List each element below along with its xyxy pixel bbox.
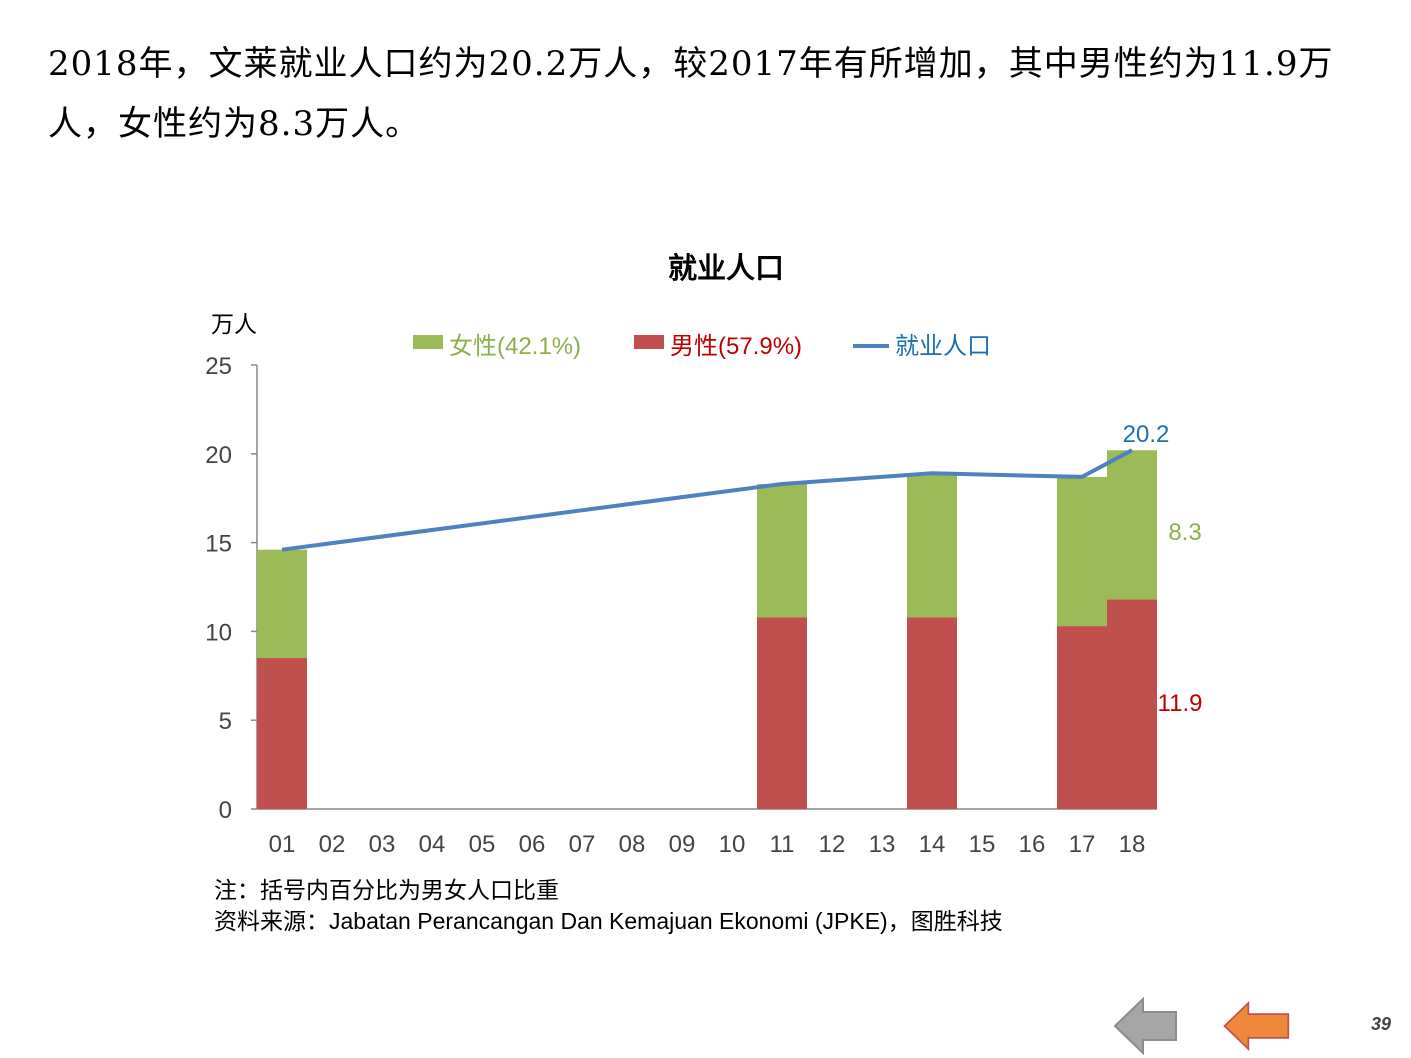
bar-female xyxy=(907,473,957,618)
y-tick-label: 20 xyxy=(205,442,232,469)
bar-female xyxy=(1107,450,1157,600)
x-tick-label: 03 xyxy=(369,831,396,858)
bar-male xyxy=(257,658,307,809)
bar-female xyxy=(257,549,307,659)
legend-label-total: 就业人口 xyxy=(895,332,991,360)
legend-swatch-female xyxy=(413,335,443,349)
legend-swatch-male xyxy=(634,335,664,349)
x-tick-label: 15 xyxy=(969,831,996,858)
page-number: 39 xyxy=(1370,1014,1391,1034)
x-tick-label: 14 xyxy=(919,831,946,858)
employment-total-line xyxy=(281,448,1133,552)
y-tick-label: 25 xyxy=(205,353,232,380)
bar-male xyxy=(757,617,807,809)
y-axis-unit-label: 万人 xyxy=(211,312,257,338)
y-tick-label: 10 xyxy=(205,619,232,646)
x-tick-label: 05 xyxy=(469,831,496,858)
chart-note: 注：括号内百分比为男女人口比重 xyxy=(214,877,559,903)
chart-line-layer xyxy=(281,448,1133,552)
chart-legend: 女性(42.1%) 男性(57.9%) 就业人口 xyxy=(413,332,991,360)
chart-bars xyxy=(257,450,1157,809)
x-tick-label: 07 xyxy=(569,831,596,858)
x-tick-label: 10 xyxy=(719,831,746,858)
y-tick-label: 0 xyxy=(219,797,232,824)
data-label-female-2018: 8.3 xyxy=(1168,519,1201,546)
legend-label-male: 男性(57.9%) xyxy=(670,333,802,360)
x-tick-label: 16 xyxy=(1019,831,1046,858)
x-tick-label: 13 xyxy=(869,831,896,858)
bar-female xyxy=(757,483,807,618)
x-tick-label: 01 xyxy=(269,831,296,858)
x-tick-label: 12 xyxy=(819,831,846,858)
x-tick-label: 02 xyxy=(319,831,346,858)
x-tick-label: 09 xyxy=(669,831,696,858)
left-arrow-icon[interactable] xyxy=(1112,996,1180,1056)
bar-male xyxy=(1107,599,1157,809)
headline: 2018年，文莱就业人口约为20.2万人，较2017年有所增加，其中男性约为11… xyxy=(48,44,1334,144)
x-tick-label: 18 xyxy=(1119,831,1146,858)
data-label-male-2018: 11.9 xyxy=(1158,690,1203,717)
data-label-total-2018: 20.2 xyxy=(1123,421,1170,448)
x-tick-label: 04 xyxy=(419,831,446,858)
source-note: 资料来源：Jabatan Perancangan Dan Kemajuan Ek… xyxy=(214,908,1003,934)
y-tick-label: 15 xyxy=(205,531,232,558)
chart-title: 就业人口 xyxy=(668,251,784,285)
bar-female xyxy=(1057,476,1107,627)
bar-male xyxy=(907,617,957,809)
bar-male xyxy=(1057,626,1107,809)
x-tick-label: 17 xyxy=(1069,831,1096,858)
legend-label-female: 女性(42.1%) xyxy=(449,333,581,360)
left-arrow-icon[interactable] xyxy=(1222,996,1290,1056)
x-tick-label: 11 xyxy=(770,831,795,858)
y-tick-label: 5 xyxy=(219,708,232,735)
x-tick-label: 06 xyxy=(519,831,546,858)
x-tick-label: 08 xyxy=(619,831,646,858)
